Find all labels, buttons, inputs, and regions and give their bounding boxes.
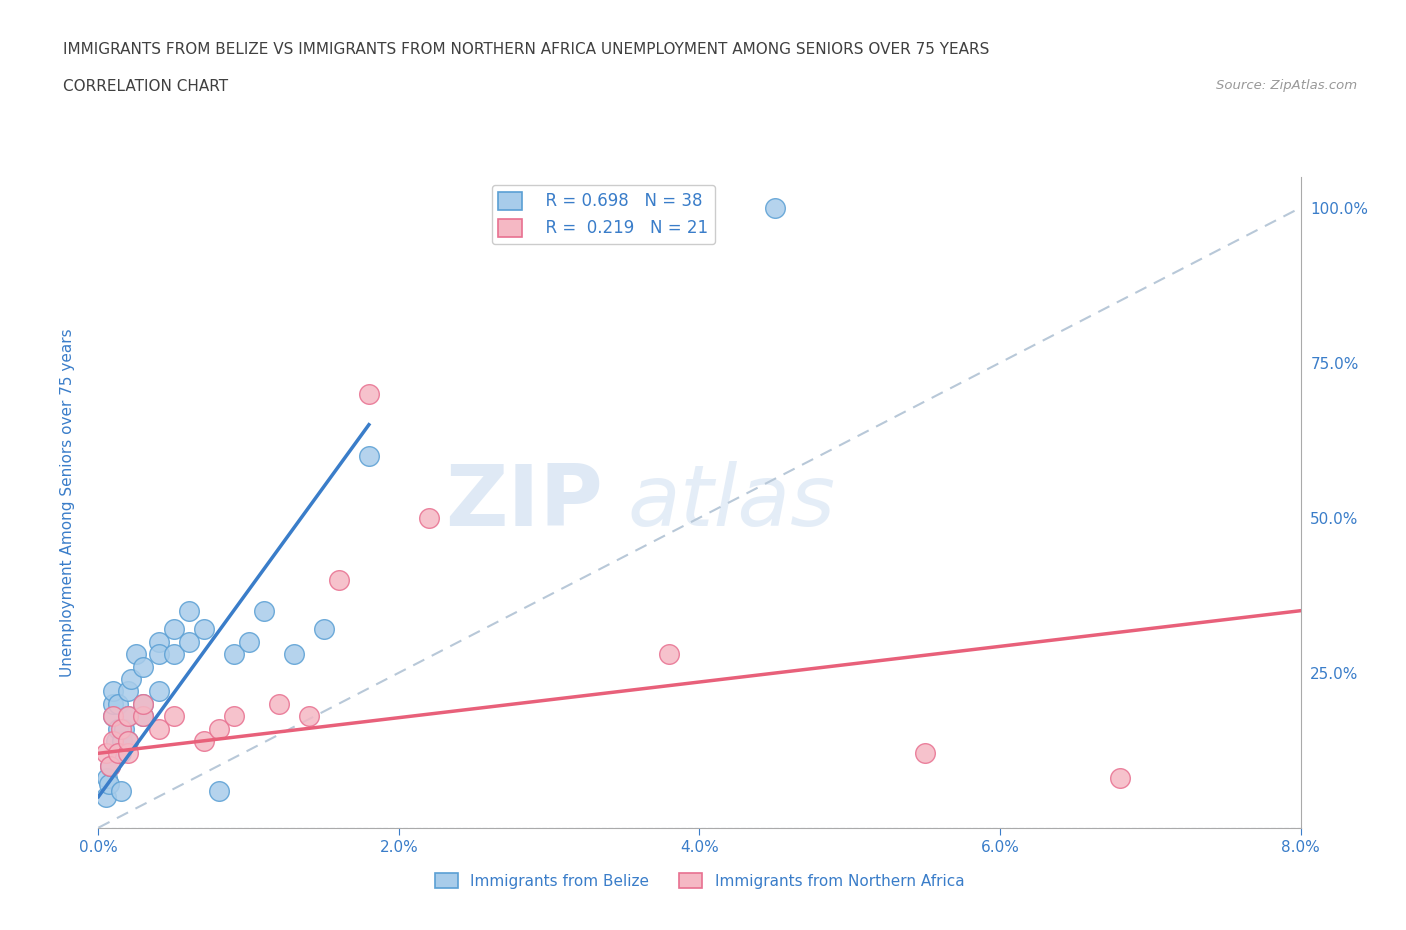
Point xyxy=(357,448,380,463)
Point xyxy=(112,721,135,736)
Point xyxy=(418,511,440,525)
Text: IMMIGRANTS FROM BELIZE VS IMMIGRANTS FROM NORTHERN AFRICA UNEMPLOYMENT AMONG SEN: IMMIGRANTS FROM BELIZE VS IMMIGRANTS FRO… xyxy=(63,42,990,57)
Point xyxy=(110,783,132,798)
Point xyxy=(117,746,139,761)
Point xyxy=(107,697,129,711)
Point xyxy=(96,771,118,786)
Text: CORRELATION CHART: CORRELATION CHART xyxy=(63,79,228,94)
Point xyxy=(193,622,215,637)
Point xyxy=(100,758,122,773)
Legend: Immigrants from Belize, Immigrants from Northern Africa: Immigrants from Belize, Immigrants from … xyxy=(429,867,970,895)
Point xyxy=(298,709,321,724)
Point xyxy=(914,746,936,761)
Point xyxy=(103,697,125,711)
Point xyxy=(105,734,128,749)
Point xyxy=(222,709,245,724)
Point xyxy=(312,622,335,637)
Point xyxy=(107,746,129,761)
Point xyxy=(132,709,155,724)
Point xyxy=(193,734,215,749)
Point xyxy=(148,684,170,698)
Point xyxy=(103,684,125,698)
Point xyxy=(103,709,125,724)
Point xyxy=(94,746,117,761)
Point xyxy=(132,659,155,674)
Text: ZIP: ZIP xyxy=(446,460,603,544)
Point xyxy=(148,721,170,736)
Point xyxy=(208,783,231,798)
Text: Source: ZipAtlas.com: Source: ZipAtlas.com xyxy=(1216,79,1357,92)
Point xyxy=(110,721,132,736)
Point xyxy=(177,634,200,649)
Point xyxy=(1109,771,1132,786)
Point xyxy=(162,709,184,724)
Point xyxy=(94,790,117,804)
Point xyxy=(107,721,129,736)
Point xyxy=(208,721,231,736)
Point xyxy=(110,746,132,761)
Point xyxy=(103,709,125,724)
Point xyxy=(117,734,139,749)
Point xyxy=(103,734,125,749)
Point xyxy=(658,646,681,661)
Point xyxy=(267,697,290,711)
Text: atlas: atlas xyxy=(627,460,835,544)
Point xyxy=(357,386,380,401)
Point xyxy=(283,646,305,661)
Point xyxy=(97,777,120,791)
Point xyxy=(162,646,184,661)
Y-axis label: Unemployment Among Seniors over 75 years: Unemployment Among Seniors over 75 years xyxy=(60,328,75,676)
Point xyxy=(117,709,139,724)
Point xyxy=(125,646,148,661)
Point xyxy=(328,572,350,587)
Point xyxy=(132,709,155,724)
Point xyxy=(162,622,184,637)
Point xyxy=(132,697,155,711)
Point xyxy=(132,697,155,711)
Point xyxy=(177,604,200,618)
Point xyxy=(117,734,139,749)
Point xyxy=(148,634,170,649)
Point xyxy=(148,646,170,661)
Point xyxy=(100,758,122,773)
Point xyxy=(253,604,276,618)
Point xyxy=(238,634,260,649)
Point xyxy=(117,684,139,698)
Point xyxy=(117,709,139,724)
Point xyxy=(222,646,245,661)
Point xyxy=(763,200,786,215)
Point xyxy=(121,671,143,686)
Point xyxy=(111,734,134,749)
